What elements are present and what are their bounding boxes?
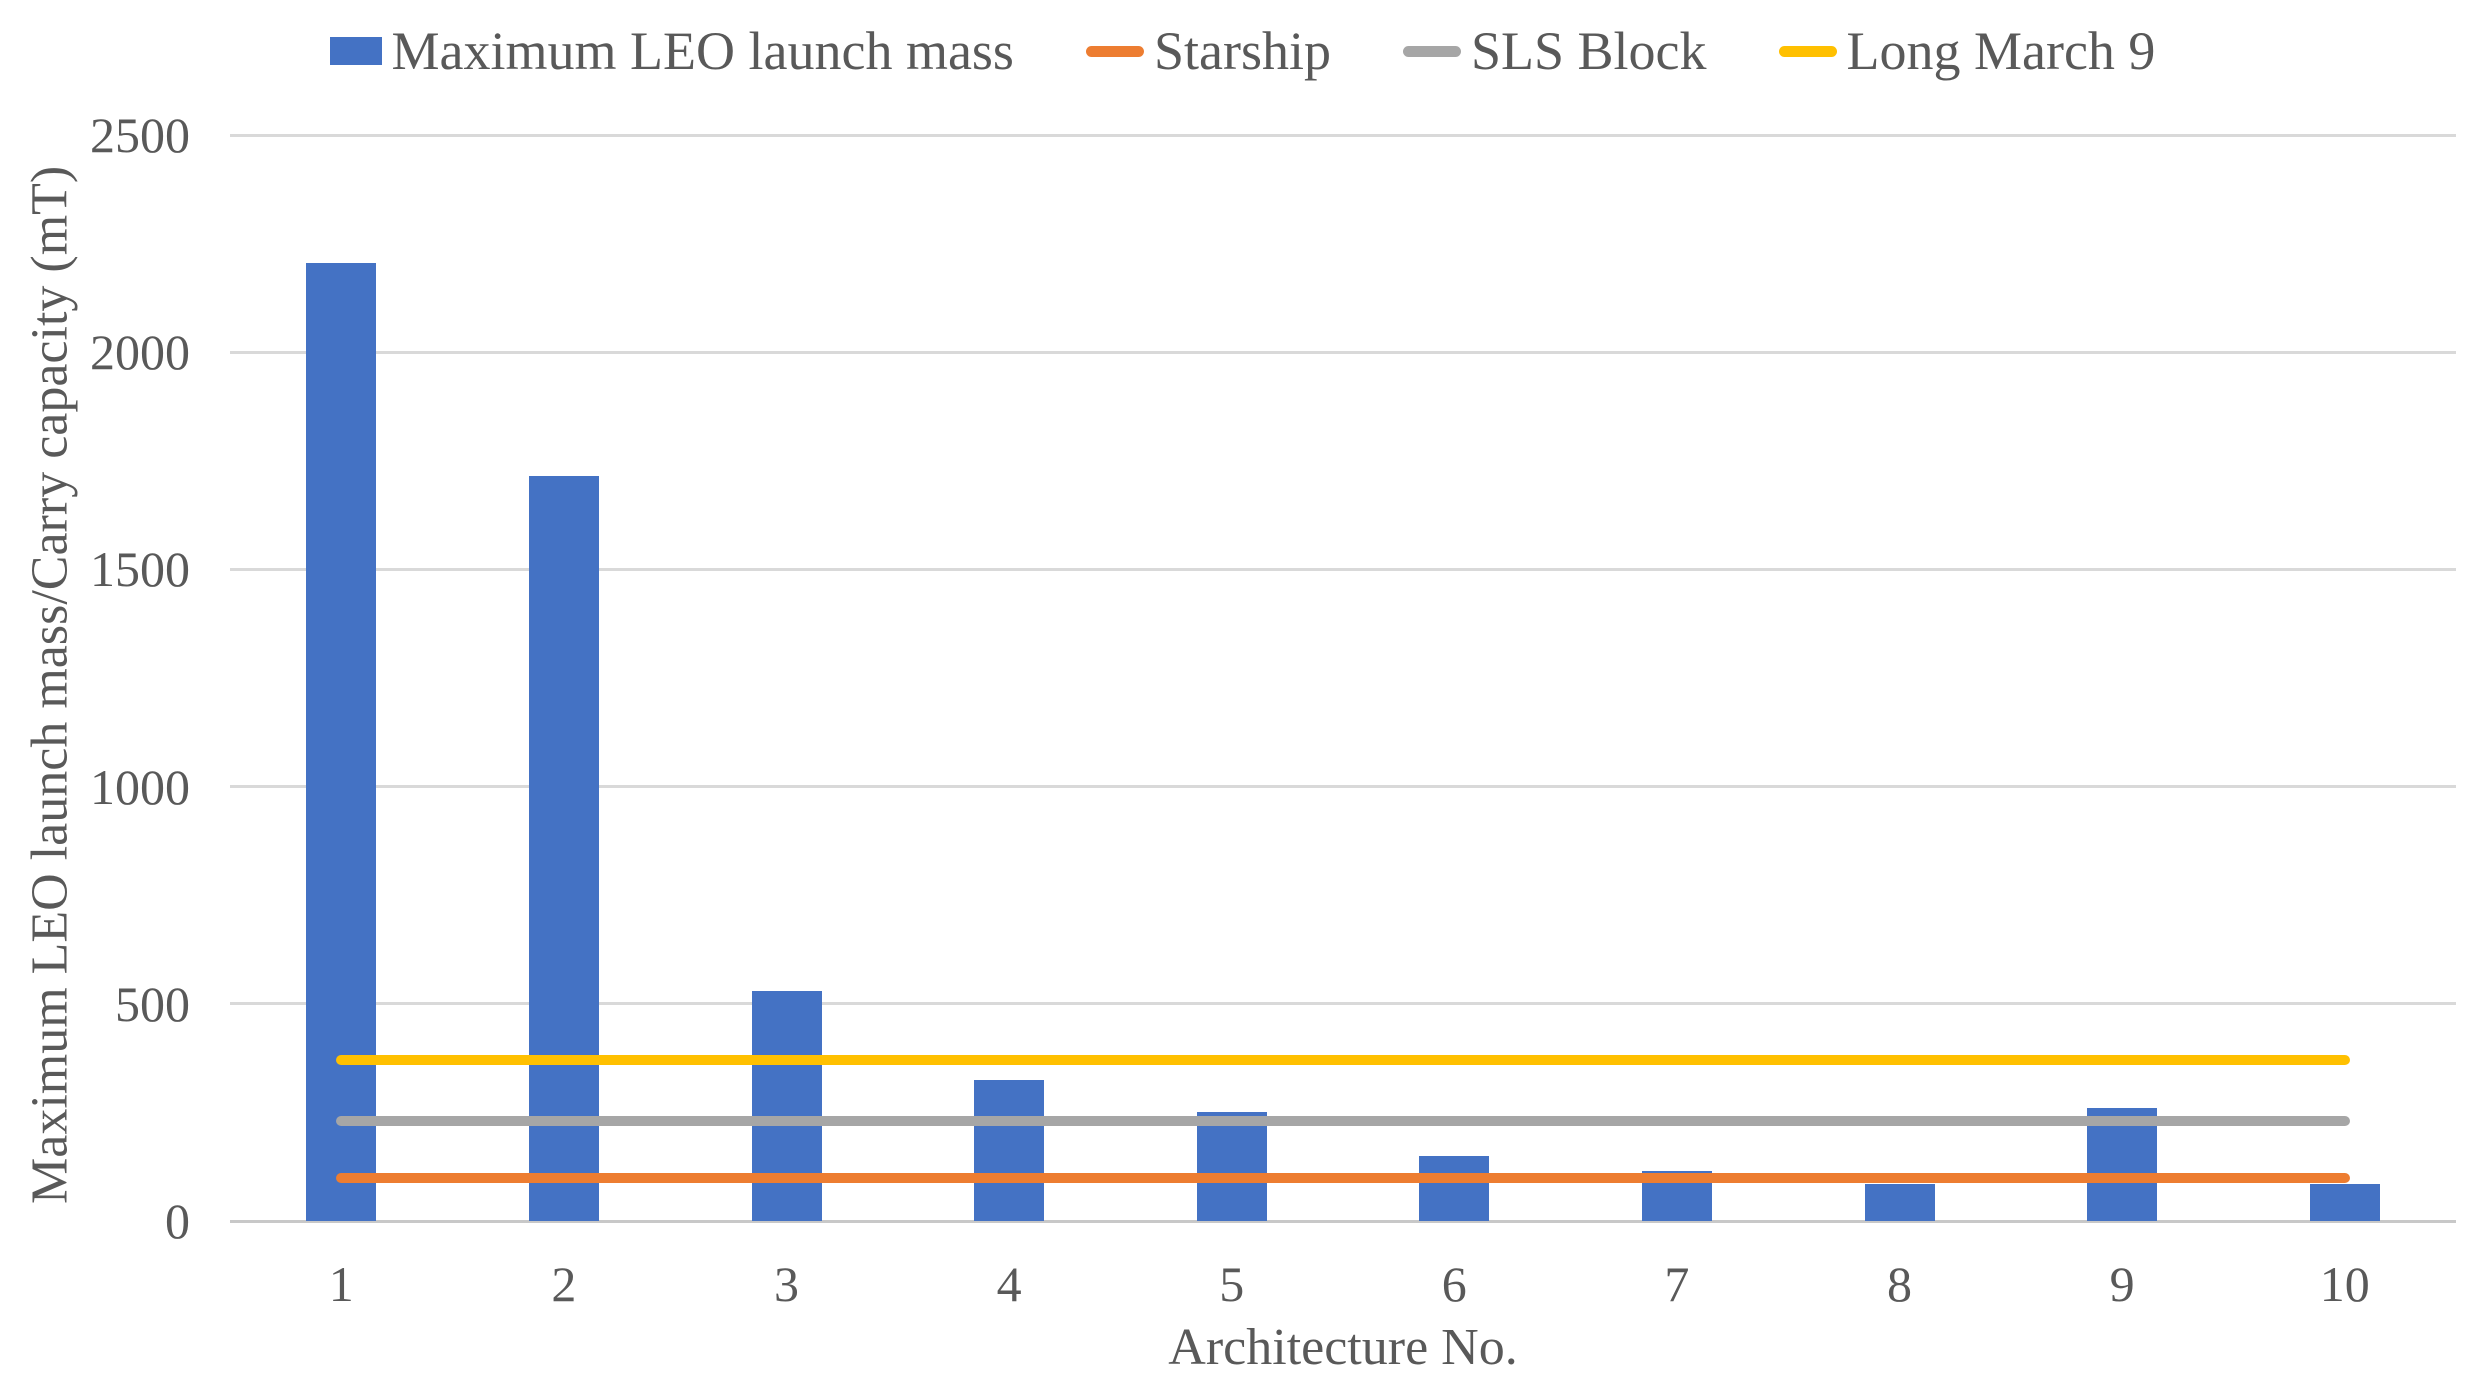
gridline (230, 133, 2456, 137)
x-axis-line (230, 1219, 2456, 1223)
legend: Maximum LEO launch mass Starship SLS Blo… (0, 12, 2485, 90)
x-tick-label: 1 (328, 1256, 354, 1312)
bar (2309, 1184, 2380, 1221)
long-march-9-line (336, 1055, 2350, 1066)
y-tick-label: 1000 (90, 758, 190, 815)
legend-item-sls-block: SLS Block (1402, 21, 1707, 81)
legend-label: Maximum LEO launch mass (391, 21, 1014, 81)
bar (528, 476, 599, 1221)
legend-item-starship: Starship (1085, 21, 1331, 81)
y-tick-label: 2500 (90, 107, 190, 163)
bar (1419, 1155, 1490, 1221)
x-tick-label: 4 (996, 1256, 1022, 1312)
x-tick-label: 7 (1664, 1256, 1690, 1312)
starship-line-swatch-icon (1085, 45, 1144, 57)
x-tick-label: 3 (774, 1256, 799, 1312)
bar (306, 263, 377, 1221)
y-tick-label: 2000 (90, 324, 190, 381)
bar (1864, 1184, 1935, 1221)
gridline (230, 785, 2456, 789)
legend-label: SLS Block (1470, 21, 1707, 81)
gridline (230, 1002, 2456, 1006)
x-tick-label: 9 (2109, 1256, 2135, 1312)
legend-item-max-leo-launch-mass: Maximum LEO launch mass (329, 21, 1014, 81)
sls-block-line-swatch-icon (1402, 45, 1461, 57)
x-tick-label: 5 (1219, 1256, 1245, 1312)
x-tick-label: 6 (1441, 1256, 1467, 1312)
bar (751, 990, 822, 1221)
gridline (230, 567, 2456, 571)
legend-item-long-march-9: Long March 9 (1778, 21, 2156, 81)
bar (1196, 1112, 1267, 1221)
gridline (230, 350, 2456, 354)
x-tick-label: 2 (551, 1256, 577, 1312)
starship-line (336, 1172, 2350, 1183)
long-march-9-line-swatch-icon (1778, 45, 1837, 57)
bar (974, 1079, 1045, 1221)
y-tick-label: 1500 (90, 541, 190, 598)
x-axis-title: Architecture No. (1168, 1319, 1518, 1376)
sls-block-line (336, 1116, 2350, 1127)
legend-label: Long March 9 (1846, 21, 2156, 81)
bar-series-swatch-icon (329, 37, 382, 65)
y-tick-label: 0 (165, 1193, 190, 1249)
x-tick-label: 10 (2319, 1256, 2370, 1312)
bar (2087, 1108, 2158, 1221)
x-tick-label: 8 (1887, 1256, 1912, 1312)
y-tick-label: 500 (115, 975, 190, 1032)
legend-label: Starship (1153, 21, 1331, 81)
